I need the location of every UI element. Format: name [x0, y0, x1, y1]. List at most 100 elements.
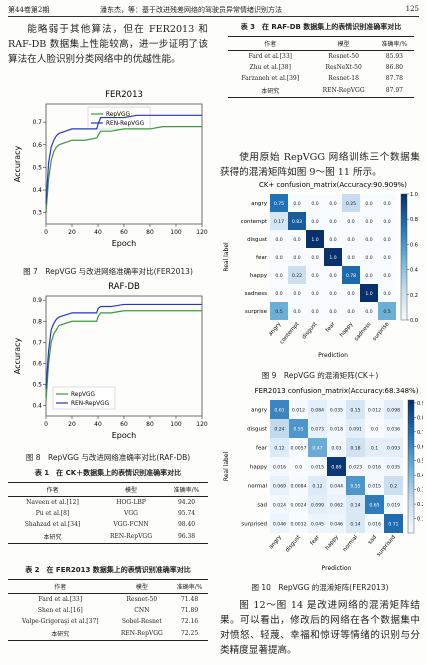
- table-cell: 85.93: [385, 53, 403, 60]
- cell: [270, 514, 289, 533]
- colorbar-step: [401, 209, 407, 214]
- x-tick-label: 20: [68, 421, 76, 428]
- header-row: 作者 模型 准确率/%: [228, 36, 414, 51]
- table-cell: REN-RepVGG: [96, 530, 166, 544]
- colorbar-step: [401, 263, 407, 267]
- colorbar-step: [408, 469, 414, 474]
- colorbar-step: [401, 316, 407, 321]
- colorbar-tick-label: 0.8: [410, 217, 418, 223]
- cell: [324, 284, 342, 302]
- cell: [270, 457, 289, 476]
- cell: [289, 476, 308, 495]
- cell: [270, 284, 288, 302]
- colorbar-step: [408, 529, 414, 534]
- table-cell: Valpe-Grigoraşi et al.[37]: [21, 618, 99, 625]
- cell: [308, 514, 327, 533]
- table-cell: Resnet-50: [126, 596, 158, 603]
- table-row: Farzaneh et al.[39] Resnet-18 87.78: [228, 73, 414, 84]
- table-row: 本研究 REN-RepVGG 87.97: [228, 84, 414, 98]
- cell: [384, 514, 403, 533]
- colorbar-step: [401, 260, 407, 264]
- colorbar-step: [401, 294, 407, 299]
- cell: [270, 248, 288, 266]
- cell-label: 0.0: [365, 237, 372, 243]
- y-tick-label: 0.7: [32, 339, 42, 346]
- table-cell: 86.80: [385, 64, 403, 71]
- cell: [384, 457, 403, 476]
- x-tick-label: 100: [170, 421, 182, 428]
- y-tick-label: disgust: [247, 237, 268, 243]
- cell: [342, 302, 360, 320]
- table-cell: Fard et al.[33]: [38, 596, 83, 603]
- x-tick-label: 120: [196, 229, 208, 236]
- y-tick-label: 0.4: [32, 402, 42, 409]
- cell-label: 0.036: [387, 427, 400, 433]
- colorbar-tick-label: 0.4: [417, 473, 423, 479]
- x-tick-label: happy: [339, 321, 355, 339]
- cell-label: 0.0: [329, 291, 336, 297]
- x-tick-label: 120: [196, 421, 208, 428]
- cell: [327, 419, 346, 438]
- cell-label: 0.12: [274, 446, 284, 452]
- x-tick-label: normal: [342, 534, 359, 553]
- x-tick-label: fear: [309, 534, 321, 547]
- cell: [270, 419, 289, 438]
- cell: [306, 248, 324, 266]
- chart: CK+ confusion_matrix(Accuracy:90.909%) 0.…: [223, 181, 418, 359]
- cell: [288, 302, 306, 320]
- cell-label: 0.0: [347, 309, 354, 315]
- cell-label: 0.0: [293, 309, 300, 315]
- cell-label: 0.0: [311, 309, 318, 315]
- table-body: 作者 模型 准确率/% Naveen et al.[12] HOG-LBP 94.20 Pu…: [8, 482, 208, 544]
- colorbar-step: [401, 275, 407, 280]
- cell-label: 0.019: [387, 503, 400, 509]
- cell-label: 0.046: [330, 522, 343, 528]
- y-axis-label: Accuracy: [13, 145, 22, 182]
- y-tick-label: surprise: [245, 309, 268, 315]
- cell-label: 0.0: [329, 237, 336, 243]
- table-cell: REN-RepVGG: [312, 84, 375, 98]
- table-body: 作者 模型 准确率/% Fard et al.[33] Resnet-50 85.93 Zh…: [228, 36, 414, 98]
- cell-label: 0.0: [365, 309, 372, 315]
- colorbar-step: [401, 272, 407, 277]
- colorbar-step: [408, 413, 414, 417]
- colorbar-step: [401, 216, 407, 220]
- cell-label: 0.55: [350, 484, 360, 490]
- chart: RAF-DB 0.4 0.5 0.6 0.7 0.8 0.9 0 20 40 60 80 100 120 E…: [13, 282, 208, 440]
- colorbar-step: [408, 436, 414, 441]
- cell-label: 0.0: [365, 255, 372, 261]
- table-cell: 95.74: [177, 510, 196, 517]
- cell: [365, 476, 384, 495]
- caption: 图 8 RepVGG 与改进网络准确率对比(RAF-DB): [25, 453, 191, 462]
- table-cell: 本研究: [228, 84, 313, 98]
- cell: [360, 212, 378, 230]
- table-cell: 87.78: [385, 75, 403, 82]
- x-axis-label: Epoch: [112, 239, 137, 248]
- cell-label: 0.03: [331, 446, 341, 452]
- x-tick-label: surprised: [376, 534, 397, 557]
- column-header: 作者: [228, 36, 313, 51]
- x-tick-label: 20: [68, 229, 76, 236]
- colorbar-step: [401, 238, 407, 242]
- cell-label: 0.14: [350, 522, 360, 528]
- y-axis-label: Real label: [223, 451, 230, 481]
- table-cell: Shahzad et al.[34]: [24, 521, 81, 528]
- cell-label: 0.0: [347, 219, 354, 225]
- colorbar-step: [408, 509, 414, 514]
- x-tick-label: 40: [94, 229, 102, 236]
- colorbar-step: [408, 483, 414, 487]
- cell-label: 0.062: [330, 503, 343, 509]
- colorbar-step: [408, 423, 414, 427]
- cell-label: 0.0: [295, 465, 302, 471]
- colorbar-tick-label: 1.0: [410, 192, 418, 198]
- colorbar-step: [408, 476, 414, 481]
- colorbar-frame: [407, 399, 415, 534]
- colorbar-step: [408, 453, 414, 457]
- table-row: Zhu et al.[38] ResNeXt-50 86.80: [228, 62, 414, 73]
- paragraph: 使用原始 RepVGG 网络训练三个数据集获得的混淆矩阵如图 9～图 11 所示…: [220, 152, 420, 178]
- y-tick-label: disgust: [247, 427, 268, 433]
- colorbar-step: [401, 247, 407, 251]
- cell: [342, 248, 360, 266]
- colorbar-step: [408, 486, 414, 491]
- colorbar-step: [401, 203, 407, 207]
